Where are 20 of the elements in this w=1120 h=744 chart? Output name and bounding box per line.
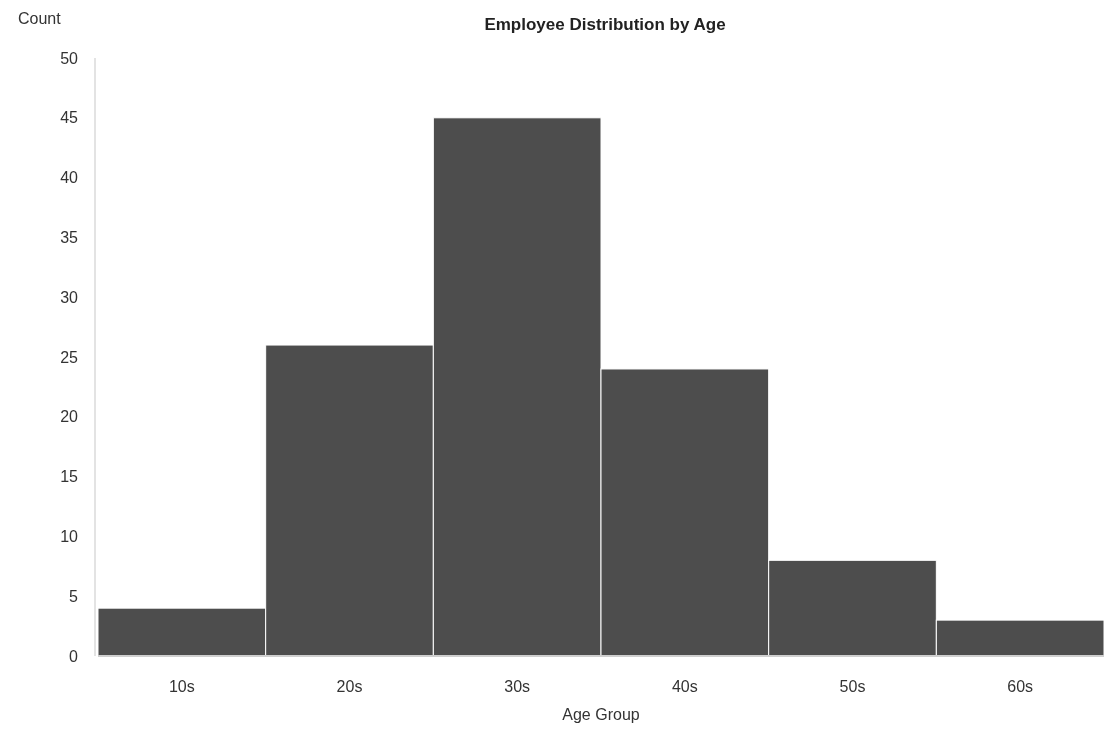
- y-tick-label: 40: [60, 169, 79, 187]
- x-tick-label: 30s: [504, 678, 531, 695]
- y-axis-title: Count: [18, 10, 62, 27]
- y-tick-label: 15: [60, 468, 79, 486]
- y-tick-label: 0: [69, 647, 79, 665]
- chart-title: Employee Distribution by Age: [484, 15, 726, 34]
- y-tick-label: 25: [60, 348, 79, 366]
- x-tick-label: 50s: [839, 678, 866, 695]
- y-tick-label: 30: [60, 288, 79, 306]
- y-tick-label: 10: [60, 528, 79, 545]
- y-tick-label: 35: [60, 229, 79, 246]
- y-tick-label: 45: [60, 109, 79, 127]
- y-tick-label: 20: [60, 408, 79, 426]
- y-tick-label: 5: [69, 587, 79, 605]
- x-tick-label: 10s: [168, 678, 195, 695]
- y-tick-label: 50: [60, 49, 79, 67]
- x-tick-label: 20s: [336, 678, 363, 695]
- x-tick-label: 40s: [671, 678, 698, 695]
- x-tick-label: 60s: [1007, 678, 1034, 695]
- x-axis-title: Age Group: [562, 706, 640, 723]
